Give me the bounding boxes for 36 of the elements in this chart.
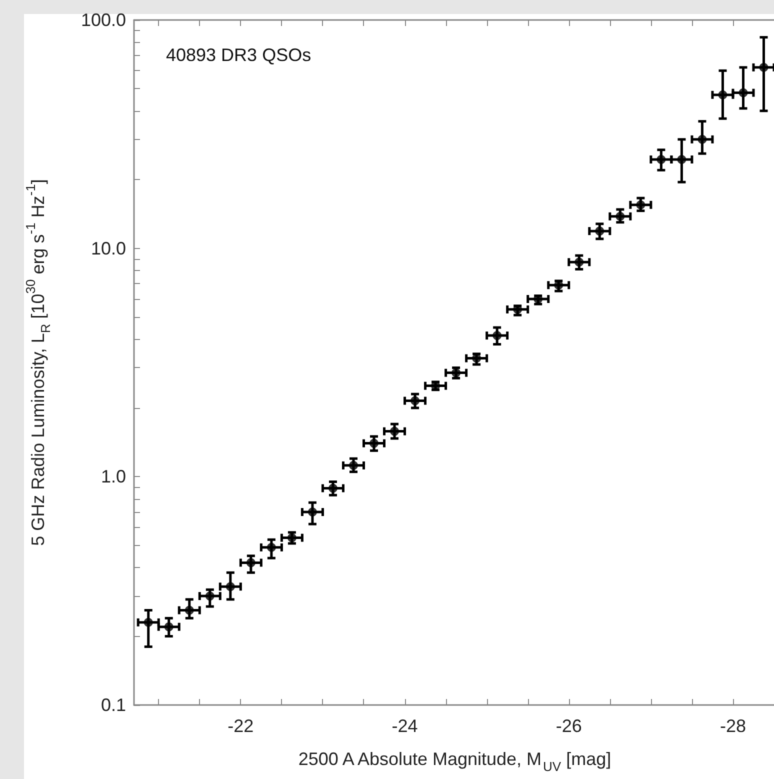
x-tick-label: -26 <box>556 716 582 736</box>
y-tick-label: 0.1 <box>100 695 126 715</box>
point <box>656 154 666 164</box>
point <box>164 622 174 632</box>
point <box>266 542 276 552</box>
point <box>636 200 646 210</box>
y-tick-label: 100.0 <box>80 10 126 30</box>
point <box>226 582 235 592</box>
point <box>246 558 256 568</box>
point <box>370 438 378 448</box>
point <box>184 606 194 615</box>
point <box>698 134 707 144</box>
point <box>616 212 625 221</box>
annotation: 40893 DR3 QSOs <box>166 45 312 65</box>
point <box>308 508 317 517</box>
point <box>205 592 214 601</box>
point <box>595 226 604 236</box>
point <box>759 62 768 72</box>
point <box>738 88 748 98</box>
point <box>574 258 584 267</box>
text: 5 GHz Radio Luminosity, LR [1030 erg s-1 Hz-1] <box>23 179 53 546</box>
x-tick-label: -28 <box>720 716 746 736</box>
point <box>677 154 686 164</box>
point <box>328 484 338 493</box>
point <box>390 426 400 436</box>
point <box>144 618 153 627</box>
point <box>718 90 728 100</box>
y-tick-label: 1.0 <box>100 466 126 487</box>
point <box>348 460 358 470</box>
point <box>287 533 296 542</box>
point <box>492 331 502 340</box>
y-tick-label: 10.0 <box>90 238 126 258</box>
x-tick-label: -24 <box>392 716 418 736</box>
x-tick-label: -22 <box>228 716 254 736</box>
point <box>513 304 522 314</box>
point <box>410 396 420 406</box>
